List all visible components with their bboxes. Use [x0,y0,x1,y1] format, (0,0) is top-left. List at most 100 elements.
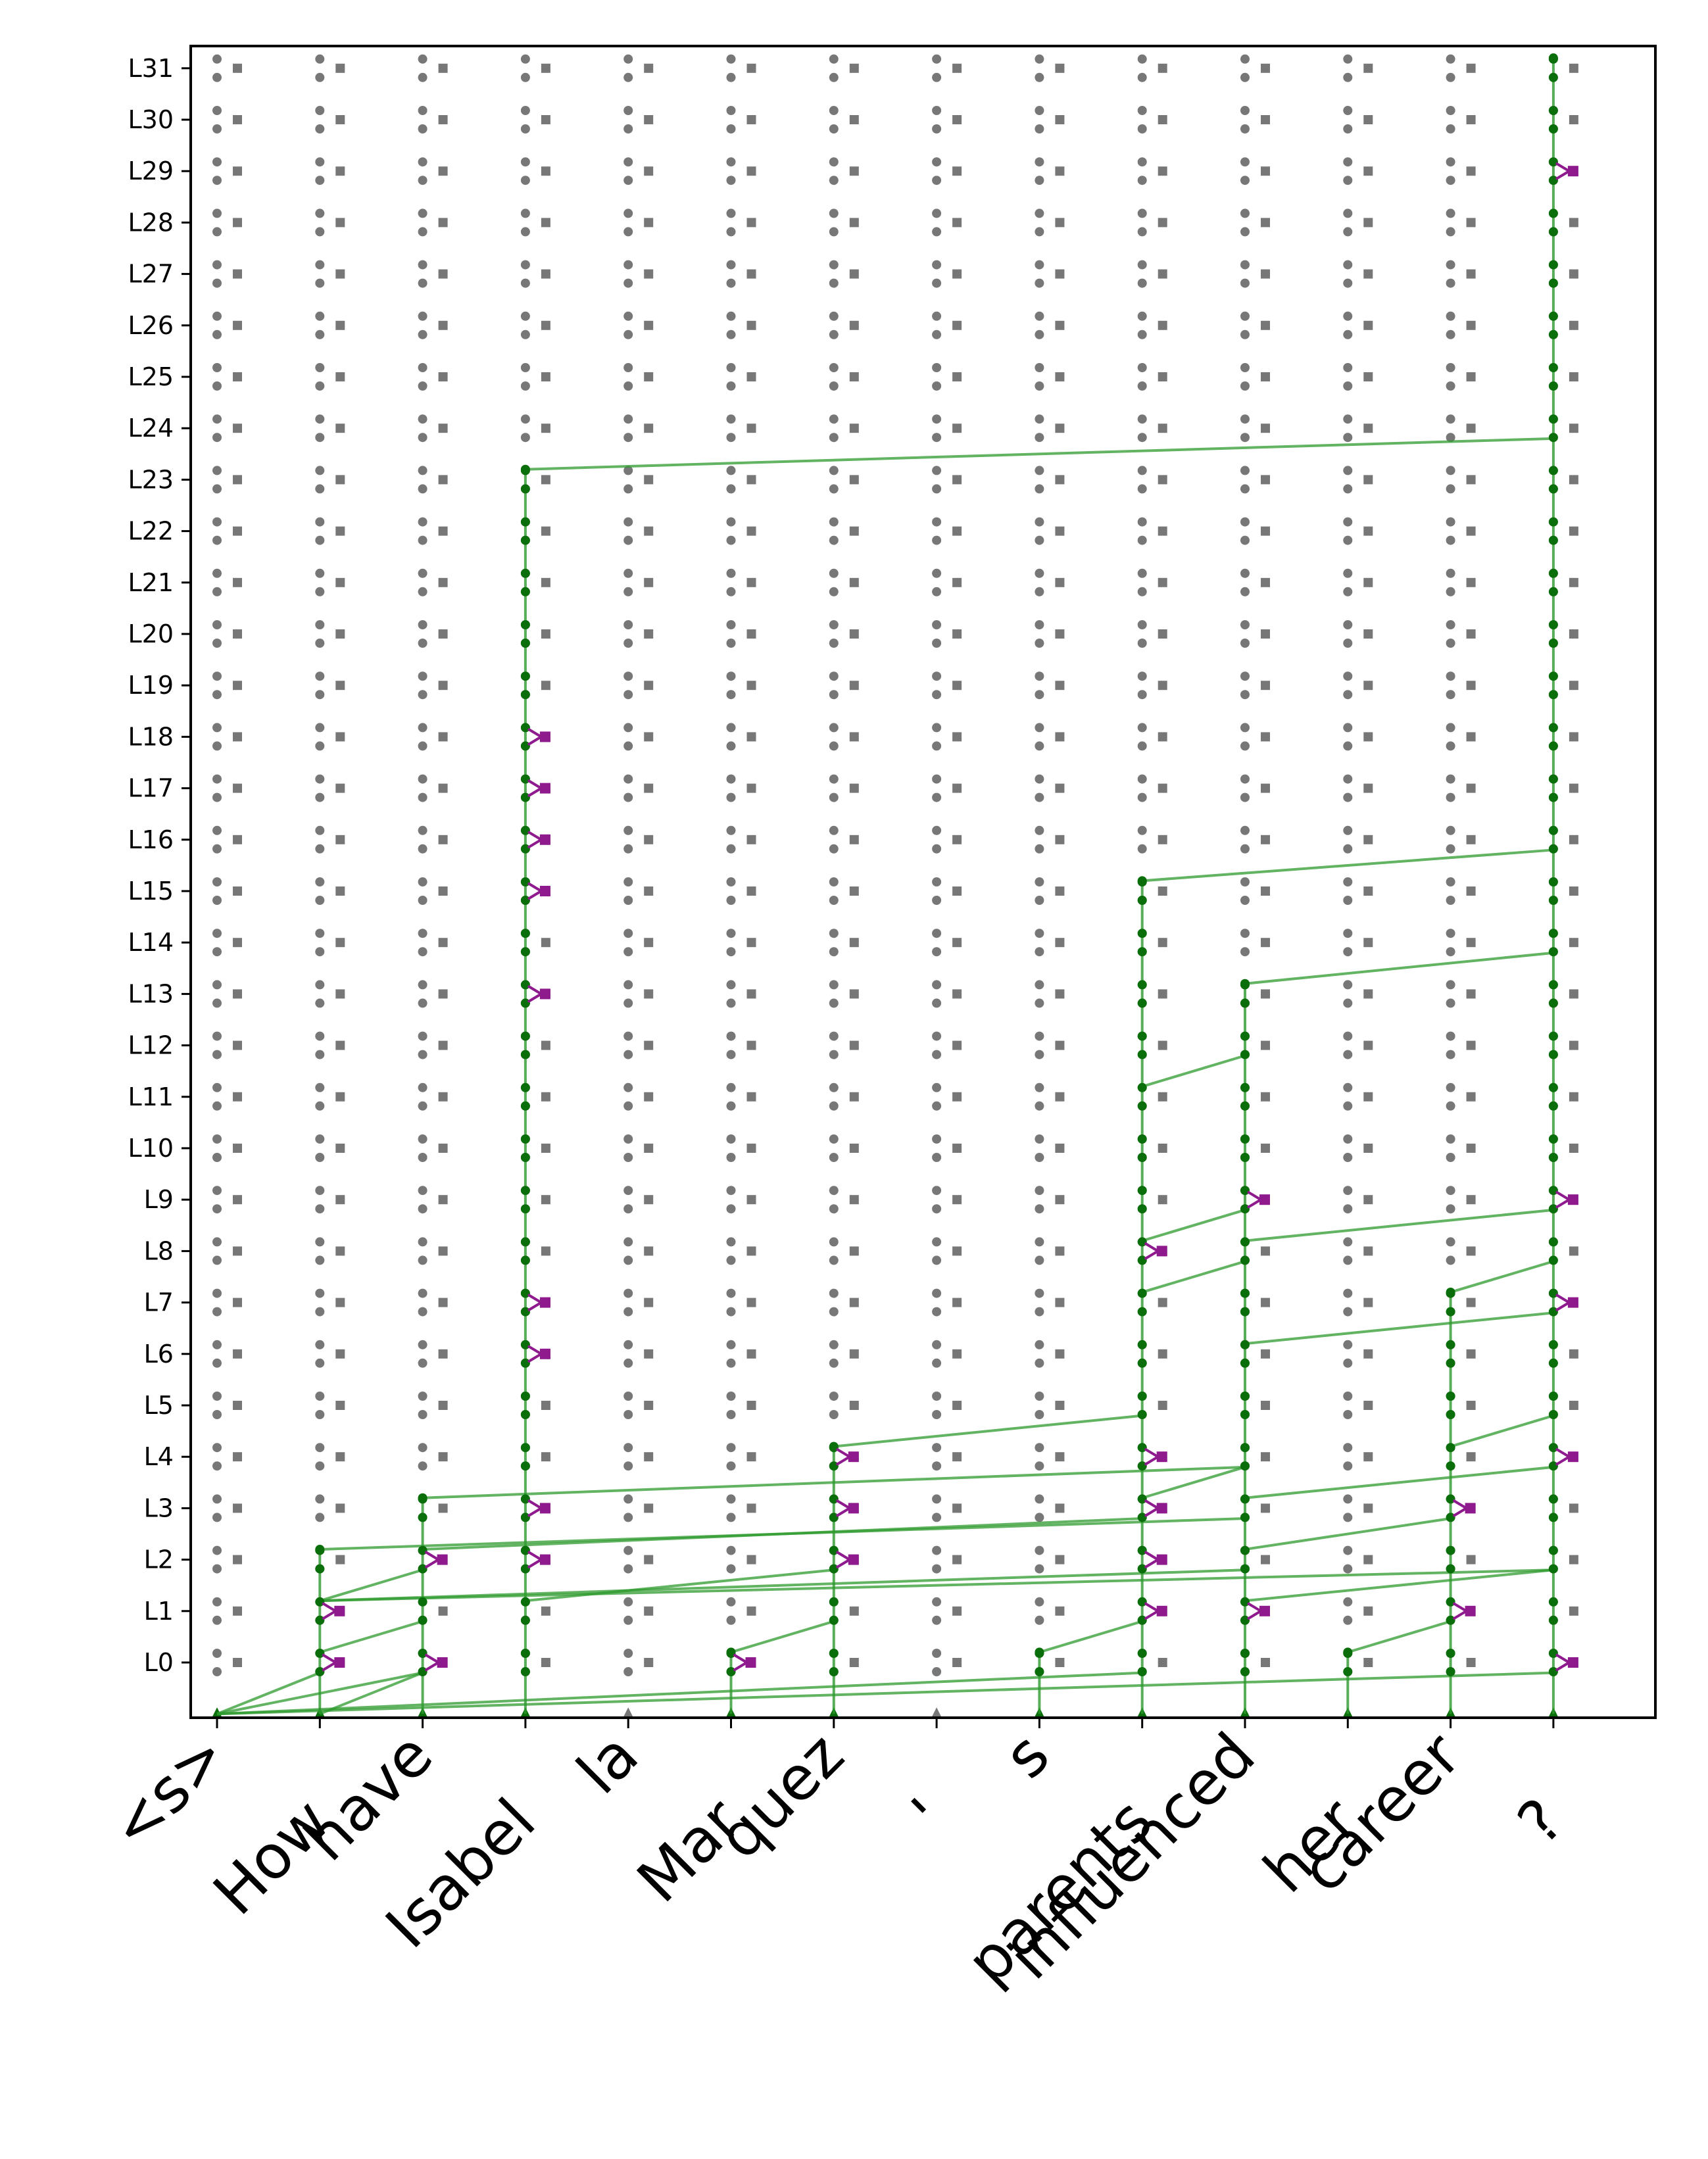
highlight-arrow [322,1602,339,1620]
active-node [1446,1564,1455,1574]
inactive-node [932,1513,942,1522]
active-node [1137,1615,1147,1625]
inactive-node [1035,124,1044,133]
inactive-node [315,72,325,82]
inactive-node [212,329,222,339]
inactive-node [418,260,427,270]
inactive-feature [1055,424,1065,433]
active-node [1240,1237,1250,1247]
inactive-feature [849,835,859,844]
inactive-node [932,1649,942,1658]
inactive-feature [1261,886,1270,896]
inactive-node [1343,1615,1353,1625]
inactive-feature [335,1298,345,1307]
inactive-node [1035,1597,1044,1607]
inactive-feature [438,681,448,691]
circuit-edge [216,1671,423,1716]
inactive-node [932,329,942,339]
inactive-node [1446,260,1455,270]
active-node [1137,1186,1147,1196]
highlight-arrow [1246,1602,1263,1620]
inactive-node [623,260,633,270]
inactive-node [1343,466,1353,475]
inactive-feature [335,320,345,330]
active-node [1137,1649,1147,1658]
active-node [418,1513,427,1522]
inactive-feature [644,1555,654,1565]
inactive-node [623,1050,633,1059]
inactive-node [212,72,222,82]
inactive-node [726,433,736,443]
inactive-node [1343,639,1353,648]
inactive-feature [746,732,756,742]
inactive-node [1343,825,1353,835]
inactive-node [1446,278,1455,288]
inactive-feature [1466,835,1476,844]
inactive-node [212,517,222,527]
inactive-feature [746,989,756,999]
inactive-feature [1466,1349,1476,1359]
inactive-feature [1466,526,1476,536]
inactive-node [829,227,839,237]
inactive-node [932,1031,942,1041]
active-node [1137,896,1147,905]
inactive-feature [1466,1452,1476,1462]
y-tick-label: L26 [128,311,174,340]
inactive-feature [746,1606,756,1616]
active-node [1548,723,1558,733]
highlight-arrow [1555,1293,1572,1312]
inactive-feature [849,320,859,330]
circuit-edge [1142,1208,1246,1242]
inactive-feature [952,938,962,948]
inactive-node [726,1494,736,1504]
inactive-node [315,587,325,596]
inactive-node [932,929,942,938]
inactive-node [1446,1134,1455,1144]
circuit-edge [1450,1414,1554,1448]
inactive-node [829,1288,839,1298]
y-tick-label: L23 [128,465,174,494]
inactive-node [726,54,736,64]
inactive-node [1446,466,1455,475]
inactive-node [829,1101,839,1111]
inactive-node [212,671,222,681]
inactive-node [932,1443,942,1453]
inactive-node [315,896,325,905]
inactive-feature [1055,218,1065,228]
x-axis: <s>HowhaveIsabellaMarquez'sparentsinflue… [97,1718,1576,1998]
highlight-arrow [1144,1550,1161,1569]
inactive-node [932,1667,942,1676]
inactive-feature [438,320,448,330]
inactive-feature [1363,681,1373,691]
circuit-edge [422,1517,1142,1551]
inactive-node [418,466,427,475]
inactive-node [829,774,839,784]
inactive-node [212,1307,222,1317]
inactive-node [623,157,633,167]
inactive-node [623,363,633,372]
active-node [520,1134,530,1144]
inactive-node [1343,1597,1353,1607]
active-node [520,1204,530,1214]
inactive-node [932,896,942,905]
active-node [1240,1186,1250,1196]
inactive-node [829,311,839,321]
inactive-feature [644,629,654,639]
inactive-feature [233,886,242,896]
inactive-node [829,1050,839,1059]
highlight-arrow [527,882,544,900]
active-node [1548,1564,1558,1574]
inactive-feature [644,218,654,228]
inactive-node [1446,517,1455,527]
inactive-feature [952,1246,962,1256]
inactive-feature [849,526,859,536]
path-end-node [726,1647,736,1657]
inactive-node [315,1340,325,1349]
inactive-node [418,1031,427,1041]
inactive-feature [1158,886,1167,896]
inactive-feature [233,1246,242,1256]
inactive-feature [1363,1401,1373,1410]
inactive-feature [1055,886,1065,896]
inactive-feature [1055,938,1065,948]
inactive-feature [952,1452,962,1462]
